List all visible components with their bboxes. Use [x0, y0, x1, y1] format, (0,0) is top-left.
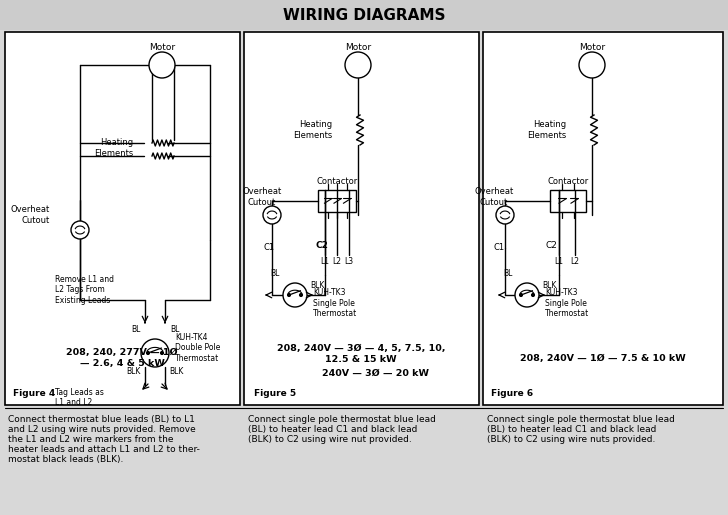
Text: 208, 240V — 1Ø — 7.5 & 10 kW: 208, 240V — 1Ø — 7.5 & 10 kW: [520, 353, 686, 363]
Text: L1: L1: [555, 258, 563, 266]
Circle shape: [299, 294, 303, 297]
Circle shape: [283, 283, 307, 307]
Text: mostat black leads (BLK).: mostat black leads (BLK).: [8, 455, 123, 464]
Text: Overheat
Cutout: Overheat Cutout: [242, 187, 282, 207]
Text: (BL) to heater lead C1 and black lead: (BL) to heater lead C1 and black lead: [487, 425, 657, 434]
Text: Connect single pole thermostat blue lead: Connect single pole thermostat blue lead: [487, 415, 675, 424]
Text: BLK: BLK: [542, 281, 556, 289]
Text: BL: BL: [170, 325, 179, 335]
Circle shape: [160, 352, 164, 354]
Circle shape: [71, 221, 89, 239]
Text: Overheat
Cutout: Overheat Cutout: [475, 187, 514, 207]
Text: Contactor: Contactor: [547, 178, 589, 186]
Text: KUH-TK3
Single Pole
Thermostat: KUH-TK3 Single Pole Thermostat: [313, 288, 357, 318]
Text: Heating
Elements: Heating Elements: [293, 121, 332, 140]
Circle shape: [496, 206, 514, 224]
Text: BL: BL: [132, 325, 141, 335]
Text: BL: BL: [503, 268, 513, 278]
Text: 240V — 3Ø — 20 kW: 240V — 3Ø — 20 kW: [323, 369, 430, 377]
Circle shape: [345, 52, 371, 78]
Text: BL: BL: [270, 268, 280, 278]
Circle shape: [531, 294, 534, 297]
Bar: [244, 32, 479, 405]
Text: WIRING DIAGRAMS: WIRING DIAGRAMS: [282, 8, 446, 23]
Text: (BLK) to C2 using wire nut provided.: (BLK) to C2 using wire nut provided.: [248, 435, 412, 444]
Text: Figure 4: Figure 4: [13, 388, 55, 398]
Text: Contactor: Contactor: [317, 178, 357, 186]
Bar: [550, 190, 586, 212]
Bar: [318, 190, 356, 212]
Text: L2: L2: [571, 258, 579, 266]
Text: KUH-TK4
Double Pole
Thermostat: KUH-TK4 Double Pole Thermostat: [175, 333, 221, 363]
Text: KUH-TK3
Single Pole
Thermostat: KUH-TK3 Single Pole Thermostat: [545, 288, 589, 318]
Text: the L1 and L2 wire markers from the: the L1 and L2 wire markers from the: [8, 435, 173, 444]
Text: Motor: Motor: [579, 43, 605, 52]
Text: Motor: Motor: [345, 43, 371, 52]
Text: C2: C2: [545, 242, 557, 250]
Bar: [5, 32, 240, 405]
Bar: [483, 32, 723, 405]
Text: BLK: BLK: [169, 367, 183, 375]
Text: L1: L1: [320, 258, 330, 266]
Text: Tag Leads as
L1 and L2: Tag Leads as L1 and L2: [55, 388, 104, 407]
Text: BLK: BLK: [127, 367, 141, 375]
Circle shape: [263, 206, 281, 224]
Text: C1: C1: [494, 244, 505, 252]
Text: L3: L3: [344, 258, 354, 266]
Text: 12.5 & 15 kW: 12.5 & 15 kW: [325, 355, 397, 365]
Text: Figure 5: Figure 5: [254, 388, 296, 398]
Text: L2: L2: [333, 258, 341, 266]
Circle shape: [141, 339, 169, 367]
Text: 208, 240, 277V — 1Ø
— 2.6, 4 & 5 kW: 208, 240, 277V — 1Ø — 2.6, 4 & 5 kW: [66, 348, 178, 368]
Text: 208, 240V — 3Ø — 4, 5, 7.5, 10,: 208, 240V — 3Ø — 4, 5, 7.5, 10,: [277, 344, 446, 352]
Text: heater leads and attach L1 and L2 to ther-: heater leads and attach L1 and L2 to the…: [8, 445, 200, 454]
Circle shape: [288, 294, 290, 297]
Text: (BL) to heater lead C1 and black lead: (BL) to heater lead C1 and black lead: [248, 425, 417, 434]
Circle shape: [520, 294, 523, 297]
Text: and L2 using wire nuts provided. Remove: and L2 using wire nuts provided. Remove: [8, 425, 196, 434]
Text: Overheat
Cutout: Overheat Cutout: [11, 205, 50, 225]
Circle shape: [149, 52, 175, 78]
Circle shape: [146, 352, 149, 354]
Text: BLK: BLK: [310, 281, 325, 289]
Circle shape: [515, 283, 539, 307]
Text: Heating
Elements: Heating Elements: [94, 139, 133, 158]
Text: Motor: Motor: [149, 43, 175, 52]
Text: Connect single pole thermostat blue lead: Connect single pole thermostat blue lead: [248, 415, 436, 424]
Circle shape: [579, 52, 605, 78]
Text: C1: C1: [263, 244, 274, 252]
Text: (BLK) to C2 using wire nuts provided.: (BLK) to C2 using wire nuts provided.: [487, 435, 655, 444]
Bar: [0, 0, 728, 30]
Text: Connect thermostat blue leads (BL) to L1: Connect thermostat blue leads (BL) to L1: [8, 415, 195, 424]
Text: C2: C2: [315, 242, 328, 250]
Text: Heating
Elements: Heating Elements: [527, 121, 566, 140]
Text: Remove L1 and
L2 Tags From
Existing Leads: Remove L1 and L2 Tags From Existing Lead…: [55, 275, 114, 305]
Text: Figure 6: Figure 6: [491, 388, 533, 398]
